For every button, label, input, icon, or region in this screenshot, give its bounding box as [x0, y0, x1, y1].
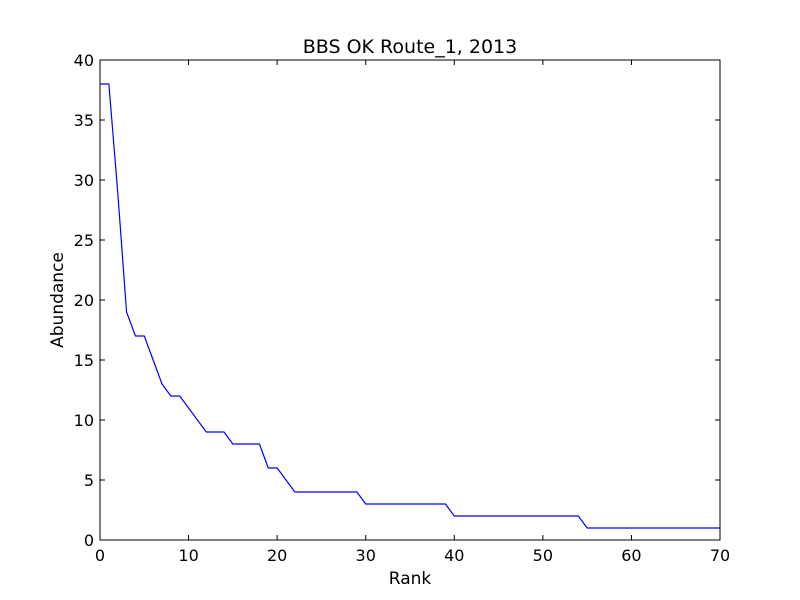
- y-tick-label: 35: [74, 111, 94, 130]
- y-tick-label: 20: [74, 291, 94, 310]
- x-tick-label: 20: [267, 546, 287, 565]
- x-tick-label: 60: [621, 546, 641, 565]
- x-tick-label: 30: [356, 546, 376, 565]
- x-tick-label: 70: [710, 546, 730, 565]
- x-tick-label: 40: [444, 546, 464, 565]
- series-layer: [100, 83, 720, 529]
- y-tick-label: 0: [84, 531, 94, 550]
- x-axis-title: Rank: [389, 569, 432, 589]
- plot-frame: [99, 59, 721, 541]
- y-tick-label: 10: [74, 411, 94, 430]
- y-tick-label: 15: [74, 351, 94, 370]
- axis-tick-labels: 0 10 20 30 40 50 60 70 0 5 10 15 20 25 30 35 40: [74, 51, 731, 565]
- y-tick-label: 40: [74, 51, 94, 70]
- y-tick-label: 30: [74, 171, 94, 190]
- y-tick-label: 25: [74, 231, 94, 250]
- y-tick-label: 5: [84, 471, 94, 490]
- y-axis-title: Abundance: [48, 252, 68, 348]
- x-tick-label: 50: [533, 546, 553, 565]
- x-tick-label: 10: [178, 546, 198, 565]
- series-line: [100, 83, 720, 529]
- x-tick-label: 0: [95, 546, 105, 565]
- chart-title: BBS OK Route_1, 2013: [303, 36, 517, 58]
